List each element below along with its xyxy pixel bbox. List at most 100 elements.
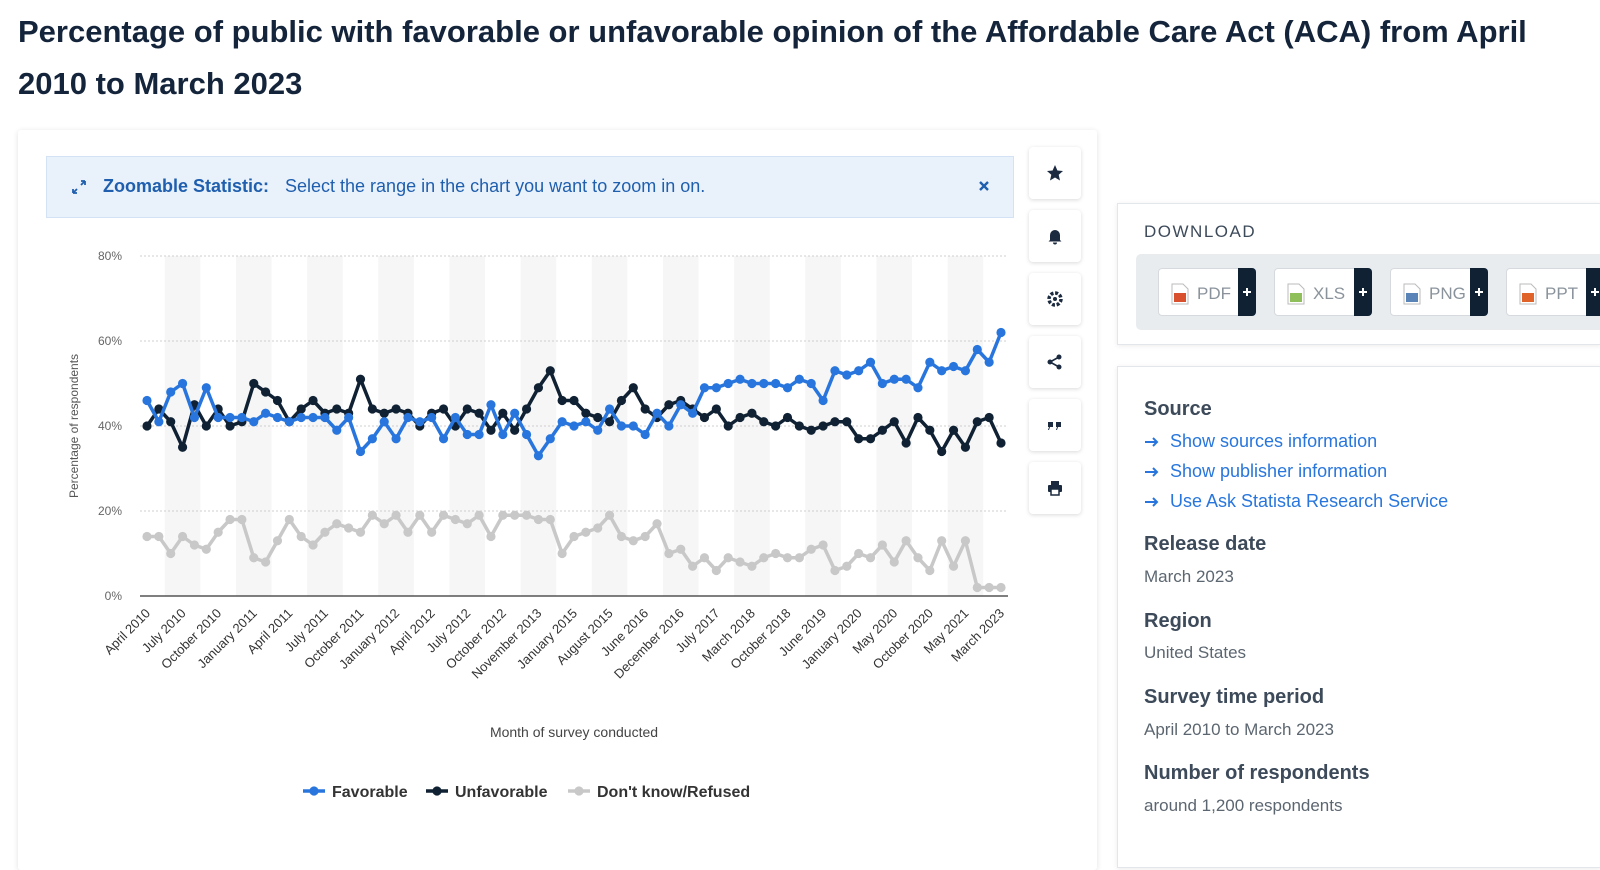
favorite-button[interactable] bbox=[1029, 147, 1081, 199]
data-point[interactable] bbox=[735, 374, 745, 384]
data-point[interactable] bbox=[972, 344, 982, 355]
data-point[interactable] bbox=[403, 412, 413, 423]
data-point[interactable] bbox=[261, 387, 271, 397]
data-point[interactable] bbox=[830, 366, 840, 376]
data-point[interactable] bbox=[403, 527, 413, 537]
data-point[interactable] bbox=[450, 412, 460, 423]
data-point[interactable] bbox=[462, 404, 472, 414]
data-point[interactable] bbox=[462, 429, 472, 440]
data-point[interactable] bbox=[913, 383, 923, 393]
data-point[interactable] bbox=[391, 404, 401, 414]
data-point[interactable] bbox=[948, 425, 959, 435]
data-point[interactable] bbox=[498, 408, 508, 418]
data-point[interactable] bbox=[237, 514, 247, 525]
data-point[interactable] bbox=[711, 565, 721, 576]
legend-label[interactable]: Don't know/Refused bbox=[597, 784, 750, 801]
data-point[interactable] bbox=[213, 527, 223, 537]
data-point[interactable] bbox=[640, 531, 650, 542]
data-point[interactable] bbox=[581, 527, 591, 537]
data-point[interactable] bbox=[557, 395, 567, 406]
data-point[interactable] bbox=[332, 425, 342, 435]
data-point[interactable] bbox=[486, 400, 496, 410]
data-point[interactable] bbox=[320, 527, 330, 537]
data-point[interactable] bbox=[355, 374, 366, 384]
data-point[interactable] bbox=[379, 408, 389, 418]
data-point[interactable] bbox=[640, 429, 650, 440]
data-point[interactable] bbox=[391, 510, 401, 520]
data-point[interactable] bbox=[937, 446, 947, 457]
data-point[interactable] bbox=[806, 378, 816, 389]
add-button[interactable] bbox=[1470, 268, 1488, 316]
data-point[interactable] bbox=[901, 374, 911, 384]
data-point[interactable] bbox=[664, 548, 674, 559]
data-point[interactable] bbox=[782, 383, 793, 393]
cite-button[interactable] bbox=[1029, 399, 1081, 451]
data-point[interactable] bbox=[521, 429, 532, 440]
data-point[interactable] bbox=[984, 357, 994, 367]
data-point[interactable] bbox=[818, 540, 828, 550]
data-point[interactable] bbox=[877, 540, 887, 550]
data-point[interactable] bbox=[557, 417, 567, 427]
data-point[interactable] bbox=[272, 536, 283, 546]
data-point[interactable] bbox=[142, 421, 152, 431]
data-point[interactable] bbox=[545, 434, 555, 444]
data-point[interactable] bbox=[972, 582, 982, 593]
data-point[interactable] bbox=[901, 536, 911, 546]
source-link[interactable]: Show publisher information bbox=[1144, 461, 1387, 482]
data-point[interactable] bbox=[272, 395, 283, 406]
data-point[interactable] bbox=[628, 421, 638, 431]
data-point[interactable] bbox=[166, 387, 176, 397]
data-point[interactable] bbox=[794, 421, 804, 431]
data-point[interactable] bbox=[688, 408, 698, 418]
data-point[interactable] bbox=[237, 412, 247, 423]
data-point[interactable] bbox=[225, 514, 235, 525]
data-point[interactable] bbox=[676, 400, 686, 410]
data-point[interactable] bbox=[652, 519, 662, 529]
data-point[interactable] bbox=[652, 408, 662, 418]
data-point[interactable] bbox=[510, 408, 520, 418]
data-point[interactable] bbox=[486, 425, 496, 435]
data-point[interactable] bbox=[865, 553, 876, 563]
data-point[interactable] bbox=[865, 434, 876, 444]
data-point[interactable] bbox=[664, 400, 674, 410]
data-point[interactable] bbox=[616, 531, 627, 542]
data-point[interactable] bbox=[889, 374, 899, 384]
data-point[interactable] bbox=[391, 434, 401, 444]
data-point[interactable] bbox=[367, 404, 377, 414]
data-point[interactable] bbox=[937, 366, 947, 376]
close-button[interactable] bbox=[977, 179, 991, 193]
data-point[interactable] bbox=[177, 378, 188, 389]
data-point[interactable] bbox=[735, 412, 745, 423]
source-link[interactable]: Use Ask Statista Research Service bbox=[1144, 491, 1448, 512]
data-point[interactable] bbox=[415, 510, 425, 520]
data-point[interactable] bbox=[355, 446, 366, 457]
data-point[interactable] bbox=[201, 421, 211, 431]
data-point[interactable] bbox=[782, 553, 793, 563]
data-point[interactable] bbox=[913, 412, 923, 423]
data-point[interactable] bbox=[972, 417, 982, 427]
data-point[interactable] bbox=[498, 510, 508, 520]
data-point[interactable] bbox=[521, 404, 532, 414]
data-point[interactable] bbox=[225, 421, 235, 431]
data-point[interactable] bbox=[735, 557, 745, 567]
data-point[interactable] bbox=[498, 429, 508, 440]
data-point[interactable] bbox=[759, 553, 769, 563]
data-point[interactable] bbox=[996, 582, 1006, 593]
data-point[interactable] bbox=[201, 544, 211, 554]
data-point[interactable] bbox=[913, 553, 923, 563]
data-point[interactable] bbox=[486, 531, 496, 542]
legend-label[interactable]: Favorable bbox=[332, 784, 408, 801]
data-point[interactable] bbox=[308, 540, 318, 550]
data-point[interactable] bbox=[604, 510, 615, 520]
data-point[interactable] bbox=[782, 412, 793, 423]
data-point[interactable] bbox=[723, 378, 733, 389]
data-point[interactable] bbox=[332, 519, 342, 529]
data-point[interactable] bbox=[533, 383, 544, 393]
data-point[interactable] bbox=[189, 412, 200, 423]
source-link-text[interactable]: Use Ask Statista Research Service bbox=[1170, 491, 1449, 511]
data-point[interactable] bbox=[854, 434, 864, 444]
data-point[interactable] bbox=[794, 553, 804, 563]
data-point[interactable] bbox=[616, 421, 627, 431]
data-point[interactable] bbox=[427, 412, 437, 423]
data-point[interactable] bbox=[889, 557, 899, 567]
